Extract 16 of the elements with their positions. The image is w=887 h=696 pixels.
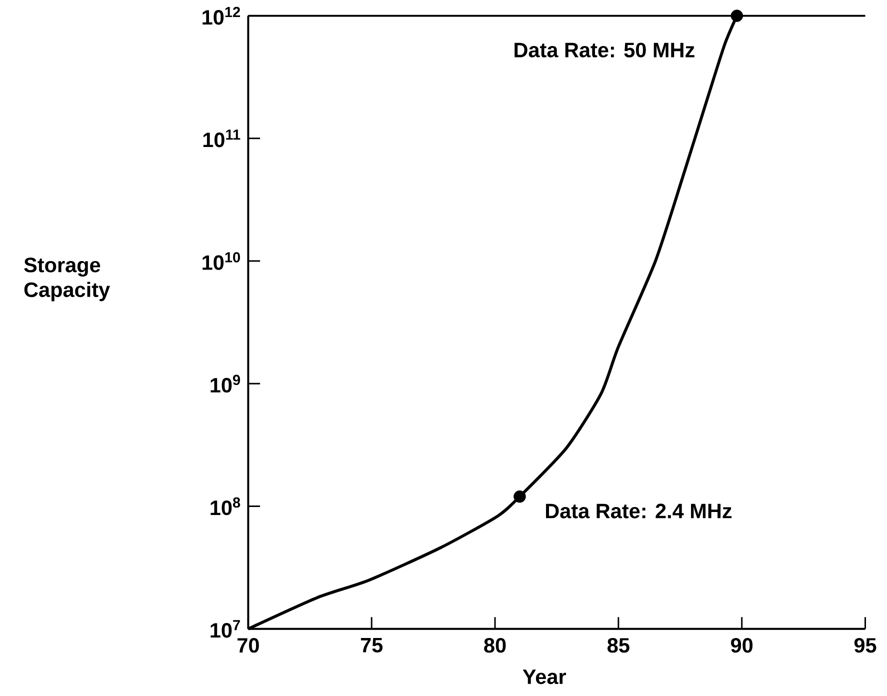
- annotation: Data Rate: 2.4 MHz: [546, 504, 732, 518]
- y-tick-label: 10$^{10}$: [202, 252, 240, 270]
- y-tick-label: 10$^{12}$: [202, 6, 240, 25]
- y-tick-label: 10$^{9}$: [210, 374, 240, 392]
- x-tick-label: 95: [854, 638, 876, 653]
- x-tick-label: 80: [484, 638, 506, 653]
- x-tick-label: 90: [730, 638, 753, 653]
- x-tick-label: 85: [608, 638, 630, 653]
- y-tick-label: 10$^{11}$: [203, 130, 240, 148]
- x-tick-label: 70: [238, 638, 259, 653]
- y-axis-title: Storage Capacity: [24, 258, 110, 302]
- annotation: Data Rate: 50 MHz: [514, 42, 694, 58]
- y-tick-label: 10$^{7}$: [210, 620, 240, 638]
- x-axis-title: Year: [522, 670, 566, 684]
- x-tick-label: 75: [360, 638, 383, 652]
- y-tick-label: 10$^{8}$: [210, 497, 240, 516]
